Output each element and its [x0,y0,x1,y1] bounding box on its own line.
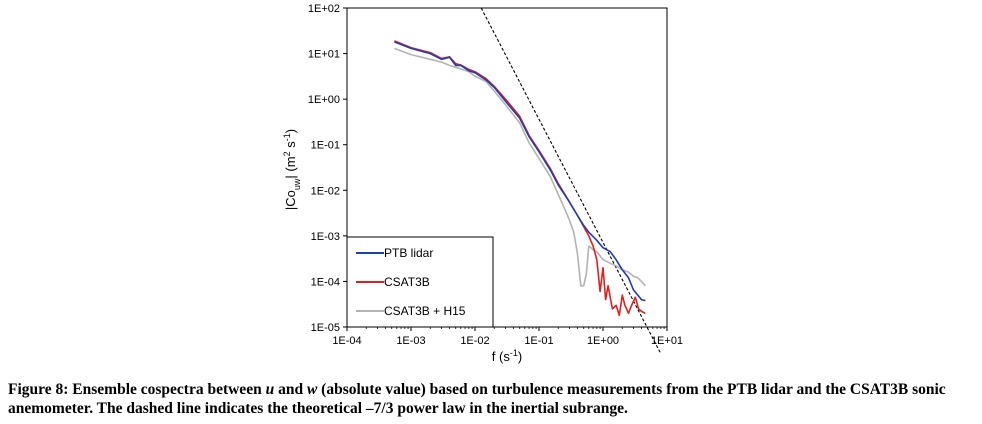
x-tick-label: 1E-01 [524,335,553,347]
y-tick-label: 1E+00 [308,94,340,106]
y-tick-label: 1E-01 [311,140,340,152]
y-tick-label: 1E+01 [308,49,340,61]
cospectra-chart: 1E-051E-041E-031E-021E-011E+001E+011E+02… [282,3,683,364]
x-tick-label: 1E-04 [332,335,361,347]
legend-label-ptb-lidar: PTB lidar [384,246,433,260]
legend: PTB lidar CSAT3B CSAT3B + H15 [346,236,494,328]
legend-label-csat3b: CSAT3B [384,275,430,289]
y-tick-label: 1E+02 [308,3,340,15]
chart-container: 1E-05 1E-04 1E-03 1E-02 1E-01 1E+00 1E+01 1E+02… [282,3,683,364]
y-axis-title: |Couw| (m2 s-1) [282,129,302,210]
legend-label-csat3b-h15: CSAT3B + H15 [384,304,466,318]
x-axis-title: f (s-1) [492,348,522,364]
x-tick-label: 1E-02 [460,335,489,347]
tick-layer: 1E-051E-041E-031E-021E-011E+001E+011E+02… [308,3,683,347]
y-tick-label: 1E-04 [311,276,340,288]
series-ptb-lidar [394,41,646,302]
y-tick-label: 1E-02 [311,185,340,197]
x-tick-label: 1E+01 [651,335,683,347]
y-tick-label: 1E-05 [311,322,340,334]
series-layer [394,7,662,354]
x-tick-label: 1E+00 [587,335,619,347]
y-tick-label: 1E-03 [311,231,340,243]
plot-area-frame [346,7,668,328]
figure-caption: Figure 8: Ensemble cospectra between u a… [8,381,946,417]
x-tick-label: 1E-03 [396,335,425,347]
series-csat3b-h15 [394,47,646,287]
